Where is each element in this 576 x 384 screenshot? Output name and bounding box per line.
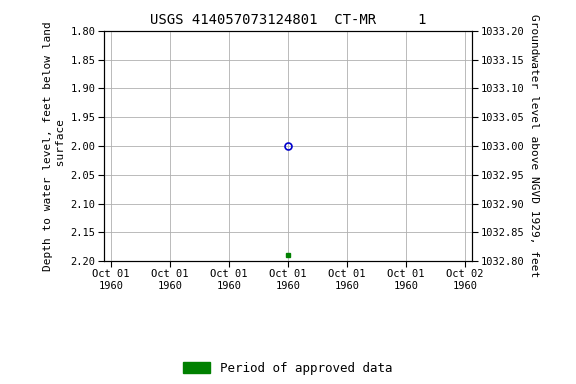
Y-axis label: Groundwater level above NGVD 1929, feet: Groundwater level above NGVD 1929, feet (529, 14, 539, 278)
Y-axis label: Depth to water level, feet below land
 surface: Depth to water level, feet below land su… (43, 21, 66, 271)
Legend: Period of approved data: Period of approved data (183, 362, 393, 375)
Title: USGS 414057073124801  CT-MR     1: USGS 414057073124801 CT-MR 1 (150, 13, 426, 27)
